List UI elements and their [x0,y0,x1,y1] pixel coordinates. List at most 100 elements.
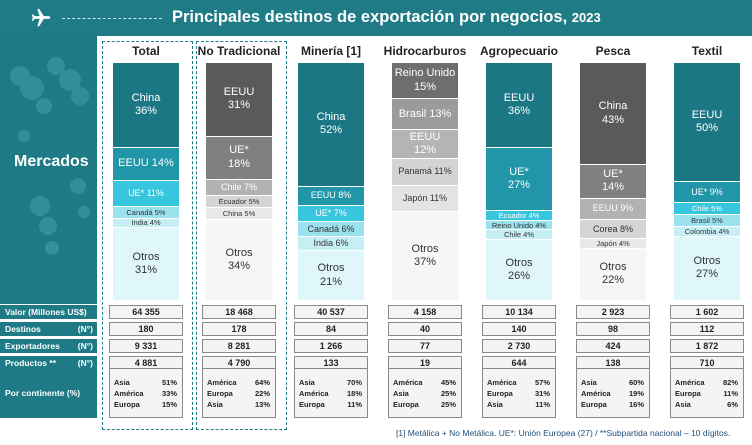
bar-segment: UE* 14% [580,165,646,199]
markets-label: Mercados [14,153,89,170]
column-header-textil: Textil [691,44,723,58]
bar-segment: UE* 11% [113,180,179,207]
continent-share: 11% [347,400,362,409]
bar-segment: China 52% [298,63,364,187]
page-title: Principales destinos de exportación por … [172,8,601,27]
continent-name: Europa [581,400,607,409]
continent-share: 31% [534,389,550,398]
segment-value: 43% [601,113,625,126]
segment-value: 14% [601,181,625,194]
bar-segment: Otros 26% [486,239,552,301]
bar-segment: Japón 11% [392,185,458,213]
continent-name: Asia [114,378,130,387]
stat-value: 40 537 [294,305,368,319]
segment-label: Otros 37% [411,242,439,269]
continent-row: Asia 13% [207,399,270,410]
segment-label: EEUU 50% [691,108,723,134]
continent-breakdown: Asia 70% América 18% Europa 11% [294,368,368,418]
segment-value: 34% [227,260,251,273]
segment-value: 27% [507,179,531,192]
segment-label: EEUU 31% [223,86,255,112]
bar-segment: Otros 22% [580,248,646,301]
continent-row-label: Por continente (%) [0,368,97,418]
stat-value: 1 872 [670,339,744,353]
continent-name: Asia [207,400,223,409]
continent-share: 70% [346,378,362,387]
segment-label: Ecuador 5% [218,197,260,207]
segment-label: China 52% [316,111,346,137]
stat-value: 10 134 [482,305,556,319]
segment-label: UE* 9% [691,186,723,197]
title-banner: Principales destinos de exportación por … [0,0,752,36]
bar-segment: India 6% [298,236,364,251]
continent-share: 45% [440,378,456,387]
bar-segment: China 5% [206,208,272,221]
flight-path-line [62,18,162,19]
continent-share: 25% [440,389,456,398]
bar-segment: UE* 9% [674,182,740,204]
continent-row: Europa 11% [299,399,362,410]
continent-share: 64% [254,378,270,387]
continent-share: 51% [161,378,177,387]
segment-value: 15% [413,80,436,93]
bar-segment: EEUU 8% [298,186,364,206]
segment-label: Colombia 4% [684,227,730,236]
bar-segment: EEUU 14% [113,147,179,181]
segment-value: 12% [413,144,437,157]
continent-row: Europa 11% [675,388,738,399]
continent-share: 60% [628,378,644,387]
segment-label: China 5% [222,209,256,219]
segment-label: Otros 22% [599,261,627,287]
title-year: 2023 [571,10,601,25]
continent-share: 11% [535,400,550,409]
stacked-bar-textil: EEUU 50% UE* 9% Chile 5% Brasil 5% Colombia 4… [674,63,740,301]
stacked-bar-agropecuario: EEUU 36% UE* 27% Ecuador 4% Reino Unido 4% Chi… [486,63,552,301]
stat-row-label: Exportadores (N°) [0,339,97,353]
segment-label: EEUU 36% [503,91,535,117]
continent-name: América [581,389,611,398]
stacked-bar-miner-a-1: China 52% EEUU 8% UE* 7% Canadá 6% India 6% Ot… [298,63,364,301]
segment-label: Reino Unido 4% [491,220,547,230]
segment-label: UE* 14% [601,168,625,194]
continent-name: Europa [299,400,325,409]
segment-value: 36% [507,104,531,117]
bar-segment: Otros 21% [298,251,364,301]
stat-row-label: Productos ** (N°) [0,356,97,370]
segment-label: Otros 21% [317,262,345,288]
segment-label: UE* 18% [227,144,251,170]
stat-value: 112 [670,322,744,336]
segment-label: EEUU 14% [118,157,174,170]
bar-segment: China 43% [580,63,646,166]
bar-segment: UE* 7% [298,205,364,223]
segment-label: UE* 27% [507,165,531,192]
continent-breakdown: América 57% Europa 31% Asia 11% [482,368,556,418]
continent-share: 19% [628,389,644,398]
stat-value: 424 [576,339,650,353]
stat-value: 180 [109,322,183,336]
segment-label: Japón 11% [402,192,448,203]
continent-row: Europa 15% [114,399,177,410]
bar-segment: EEUU 31% [206,63,272,137]
continent-share: 22% [254,389,270,398]
continent-row: América 64% [207,377,270,388]
bar-segment: EEUU 9% [580,198,646,221]
continent-row: Europa 25% [393,399,456,410]
title-text: Principales destinos de exportación por … [172,8,568,26]
bar-segment: Reino Unido 4% [486,220,552,231]
bar-segment: Japón 4% [580,239,646,249]
segment-label: Chile 4% [503,230,534,240]
continent-breakdown: América 82% Europa 11% Asia 6% [670,368,744,418]
continent-row: Asia 6% [675,399,738,410]
airplane-icon [31,8,51,27]
segment-value: 36% [134,104,158,117]
segment-value: 31% [227,99,251,112]
segment-label: Chile 7% [220,182,258,193]
stacked-bar-total: China 36% EEUU 14% UE* 11% Canadá 5% India 4%… [113,63,179,301]
bar-segment: Brasil 13% [392,99,458,131]
bar-segment: Reino Unido 15% [392,63,458,100]
stat-value: 64 355 [109,305,183,319]
continent-share: 15% [161,400,177,409]
continent-name: América [207,378,237,387]
segment-value: 22% [601,274,625,287]
segment-label: Otros 34% [225,246,253,273]
